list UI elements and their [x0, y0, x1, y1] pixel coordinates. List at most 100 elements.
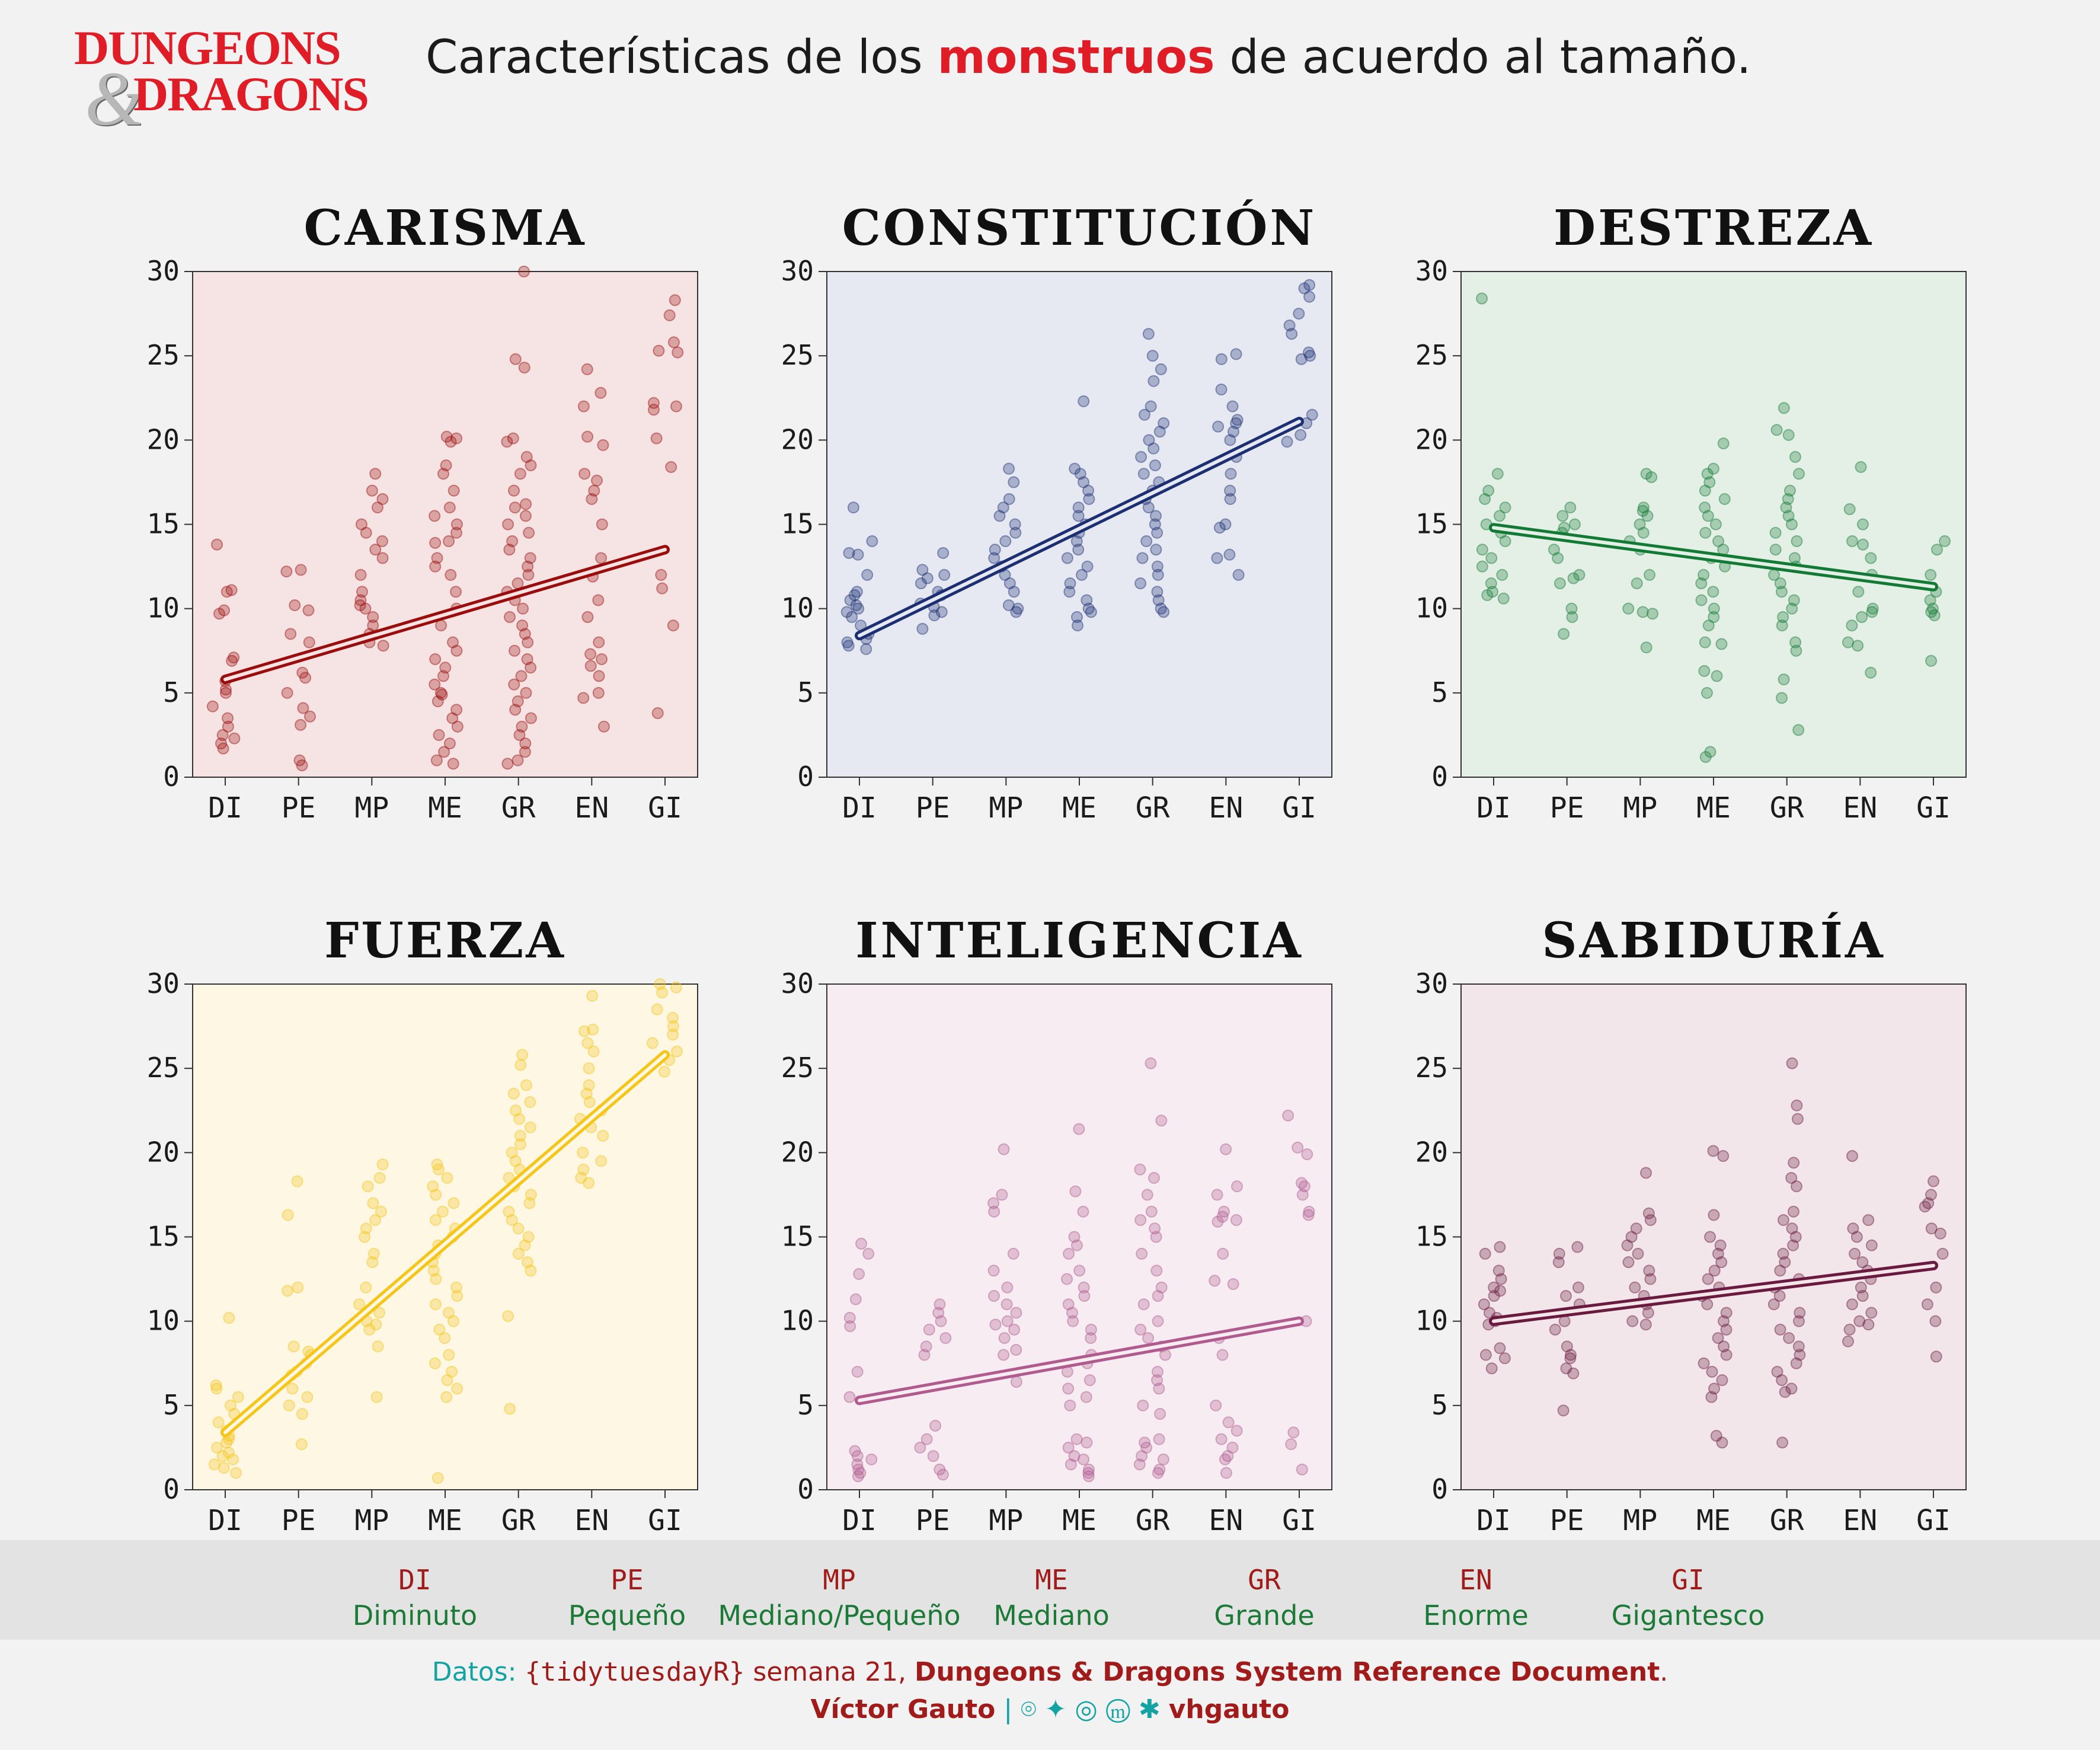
data-point — [1217, 1247, 1229, 1260]
data-point — [938, 569, 951, 581]
data-point — [1224, 484, 1236, 497]
data-point — [1714, 1239, 1727, 1251]
data-point — [1296, 1189, 1309, 1201]
data-point — [1211, 552, 1223, 564]
data-point — [451, 1290, 464, 1302]
data-point — [1071, 619, 1083, 632]
data-point — [1491, 468, 1504, 480]
data-point — [1785, 518, 1798, 531]
data-point — [1476, 292, 1488, 305]
data-point — [1148, 442, 1160, 455]
data-point — [1842, 636, 1854, 649]
x-tick-label: ME — [1696, 1504, 1731, 1537]
x-tick-label: MP — [989, 1504, 1023, 1537]
data-point — [1225, 468, 1237, 480]
data-point — [507, 432, 519, 445]
data-point — [1153, 1433, 1165, 1445]
data-point — [232, 1391, 244, 1403]
data-point — [581, 1037, 594, 1049]
data-point — [375, 1205, 387, 1218]
data-point — [1717, 1315, 1730, 1327]
x-tick-label: PE — [1550, 791, 1584, 825]
panel-background — [192, 983, 698, 1490]
data-point — [1770, 424, 1783, 436]
data-point — [1560, 1362, 1572, 1375]
data-point — [223, 1311, 235, 1324]
data-point — [862, 1247, 875, 1260]
data-point — [1212, 420, 1225, 433]
data-point — [1573, 569, 1586, 581]
data-point — [1782, 510, 1795, 522]
data-point — [1145, 1205, 1158, 1218]
data-point — [998, 1349, 1010, 1361]
title-pre: Características de los — [426, 31, 938, 84]
data-point — [1494, 1241, 1506, 1253]
data-point — [843, 1311, 856, 1324]
data-point — [1062, 1298, 1075, 1311]
data-point — [1224, 434, 1236, 446]
data-point — [508, 484, 520, 497]
data-point — [1631, 577, 1643, 590]
data-point — [1149, 459, 1161, 471]
data-point — [450, 704, 463, 716]
data-point — [1083, 1374, 1096, 1387]
size-legend: DI Diminuto PE Pequeño MP Mediano/Pequeño ME Me… — [0, 1540, 2100, 1640]
data-point — [921, 572, 934, 585]
data-point — [1078, 395, 1090, 407]
data-point — [1705, 1391, 1718, 1403]
author-name: Víctor Gauto — [810, 1694, 996, 1725]
data-point — [1068, 1450, 1081, 1462]
data-point — [1699, 484, 1711, 497]
data-point — [1134, 1214, 1147, 1227]
x-tick-label: ME — [1696, 791, 1731, 825]
x-tick-label: EN — [574, 791, 609, 825]
data-point — [1080, 1391, 1092, 1403]
data-point — [443, 1349, 455, 1361]
data-point — [1712, 1332, 1724, 1345]
data-point — [1303, 1205, 1315, 1218]
panel-background — [1460, 271, 1967, 778]
data-point — [1009, 518, 1021, 531]
data-point — [1003, 462, 1015, 475]
data-point — [1283, 319, 1296, 331]
data-point — [1922, 1197, 1935, 1209]
data-point — [587, 1023, 599, 1036]
data-point — [920, 1433, 933, 1445]
data-point — [372, 1340, 384, 1353]
data-point — [654, 978, 666, 990]
data-point — [658, 1065, 670, 1078]
data-point — [376, 493, 389, 505]
data-point — [1149, 518, 1161, 531]
data-point — [443, 535, 455, 547]
data-point — [287, 1340, 300, 1353]
data-point — [1782, 429, 1795, 441]
y-tick-label: 30 — [1415, 967, 1448, 999]
data-point — [1925, 606, 1938, 618]
data-point — [1702, 619, 1715, 632]
data-point — [1782, 493, 1794, 505]
data-point — [1216, 1349, 1229, 1361]
data-point — [656, 582, 669, 595]
data-point — [1081, 594, 1093, 606]
data-point — [1009, 526, 1022, 539]
trend-line-inner — [858, 420, 1301, 638]
dnd-logo: DUNGEONS & DRAGONS — [74, 24, 370, 138]
data-point — [1295, 1177, 1308, 1189]
x-tick-label: EN — [574, 1504, 609, 1537]
data-point — [915, 577, 927, 590]
data-point — [1701, 468, 1714, 480]
data-point — [1718, 493, 1731, 505]
data-point — [450, 518, 463, 531]
data-point — [1925, 1189, 1937, 1201]
data-point — [1151, 1365, 1164, 1378]
data-point — [429, 653, 442, 665]
data-point — [989, 544, 1001, 556]
data-point — [663, 309, 676, 321]
data-point — [1220, 1467, 1232, 1479]
x-tick-label: GI — [648, 791, 682, 825]
data-point — [512, 754, 524, 767]
data-point — [1791, 535, 1803, 547]
data-point — [522, 1256, 534, 1269]
data-point — [1708, 602, 1720, 615]
data-point — [515, 670, 528, 682]
